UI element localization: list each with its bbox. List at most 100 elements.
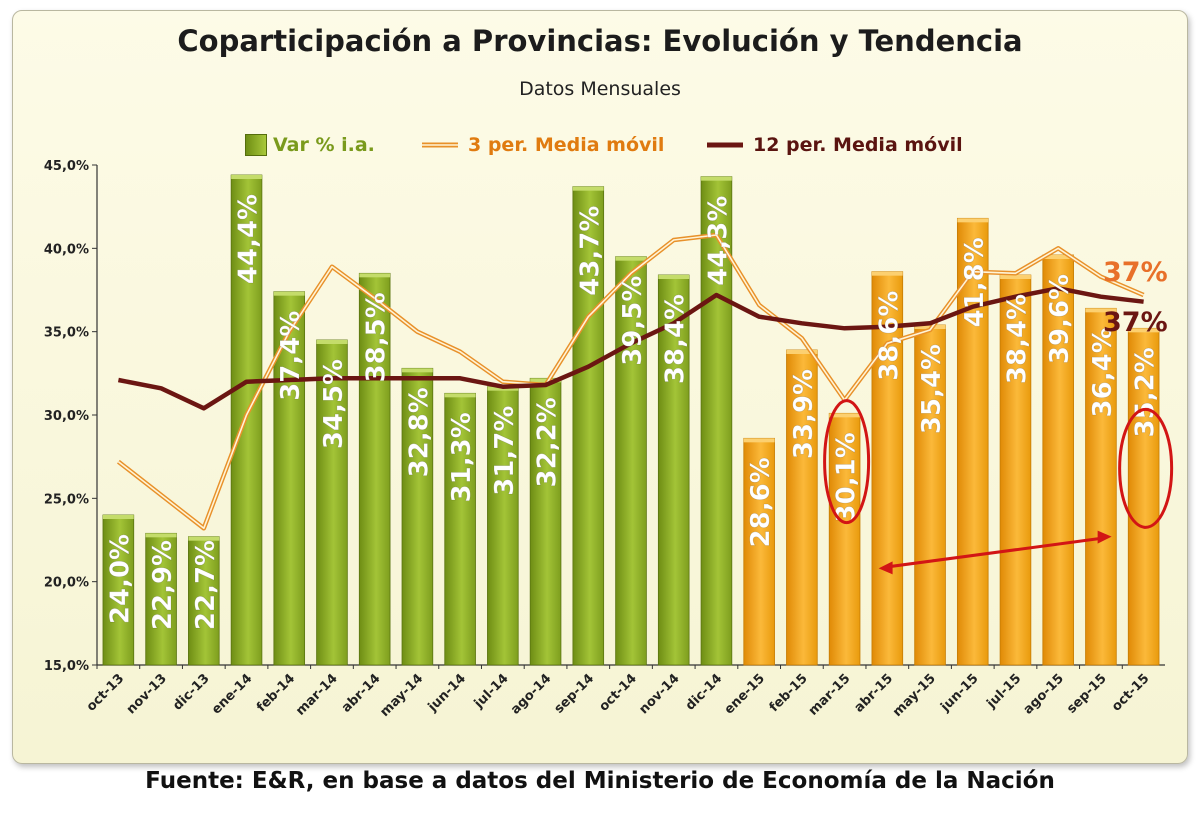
- x-tick-label: oct-13: [84, 671, 127, 714]
- bar-value-label: 32,2%: [533, 397, 563, 487]
- bar: [1085, 307, 1117, 666]
- bar-value-label: 22,7%: [191, 540, 221, 630]
- x-tick-label: jul-14: [471, 671, 512, 712]
- bar: [700, 176, 733, 666]
- x-tick-label: oct-14: [596, 671, 639, 714]
- legend-label-bars: Var % i.a.: [273, 134, 375, 156]
- x-tick-label: jul-15: [984, 671, 1025, 712]
- x-tick-label: dic-13: [170, 671, 212, 713]
- bar-value-label: 35,4%: [917, 344, 947, 434]
- legend-swatch-12per: [707, 142, 743, 148]
- legend-label-12per: 12 per. Media móvil: [753, 134, 963, 156]
- bar-cap: [102, 515, 134, 519]
- bar-cap: [402, 368, 433, 373]
- x-tick-label: may-14: [378, 671, 427, 720]
- bar-cap: [871, 271, 903, 276]
- x-tick-label: jun-15: [937, 671, 981, 715]
- legend-swatch-3per: [422, 142, 458, 148]
- bar-value-label: 37,4%: [276, 311, 306, 401]
- bar-cap: [273, 291, 305, 296]
- bar: [871, 271, 904, 666]
- series-line-3per-inner: [117, 234, 1144, 530]
- bar-cap: [829, 413, 860, 418]
- bar-value-label: 24,0%: [105, 534, 135, 624]
- chart-title: Coparticipación a Provincias: Evolución …: [177, 24, 1023, 58]
- bar-value-label: 38,4%: [661, 294, 691, 384]
- bar: [914, 324, 946, 666]
- bar-cap: [786, 350, 818, 354]
- bar: [145, 532, 177, 666]
- bar-cap: [615, 256, 647, 261]
- bar: [102, 514, 135, 666]
- bar-value-label: 38,6%: [874, 291, 904, 381]
- y-tick-label: 35,0%: [44, 326, 89, 341]
- x-tick-label: may-15: [890, 671, 939, 720]
- series-line-12per: [117, 286, 1144, 411]
- x-tick-label: sep-14: [552, 671, 598, 717]
- y-tick-label: 20,0%: [44, 576, 89, 591]
- bar-cap: [1000, 275, 1031, 279]
- bar: [743, 437, 775, 666]
- annotation-arrow-head-left: [878, 561, 893, 575]
- y-tick-label: 15,0%: [44, 659, 89, 674]
- chart-subtitle: Datos Mensuales: [519, 78, 681, 100]
- y-tick-label: 45,0%: [44, 159, 89, 174]
- bar-cap: [1085, 308, 1117, 313]
- bar-cap: [188, 536, 220, 541]
- y-tick-label: 30,0%: [44, 409, 89, 424]
- bar-cap: [658, 275, 690, 279]
- bar: [487, 386, 519, 666]
- bar-value-label: 31,7%: [490, 406, 520, 496]
- annotation-circle-mar15: [823, 399, 871, 525]
- legend-item-bars: Var % i.a.: [245, 128, 375, 162]
- bar-value-label: 39,6%: [1045, 274, 1075, 364]
- bar: [358, 272, 391, 666]
- bar-value-label: 41,8%: [960, 237, 990, 327]
- x-tick-label: oct-15: [1109, 671, 1152, 714]
- end-label-12per: 37%: [1103, 307, 1168, 338]
- x-tick-label: nov-13: [124, 671, 170, 717]
- bar: [572, 186, 605, 666]
- x-tick-label: sep-15: [1064, 671, 1110, 717]
- bar: [1042, 254, 1074, 666]
- bar: [188, 536, 220, 666]
- bar-cap: [743, 438, 775, 443]
- bar-cap: [1042, 255, 1074, 259]
- annotation-arrow-shaft: [888, 536, 1102, 569]
- bar-value-label: 31,3%: [447, 412, 477, 502]
- legend-item-3per: 3 per. Media móvil: [420, 128, 664, 162]
- bar-cap: [1128, 328, 1160, 333]
- x-tick-label: mar-14: [293, 671, 341, 719]
- bar: [316, 339, 348, 666]
- bar-value-label: 33,9%: [789, 369, 819, 459]
- annotation-arrow-head-right: [1097, 530, 1112, 544]
- y-tick-label: 40,0%: [44, 242, 89, 257]
- bar-value-label: 32,8%: [404, 387, 434, 477]
- x-tick-label: ago-15: [1021, 671, 1067, 717]
- bar-cap: [701, 176, 732, 181]
- x-tick-label: feb-14: [254, 671, 298, 715]
- legend: Var % i.a. 3 per. Media móvil 12 per. Me…: [0, 128, 1200, 162]
- bar: [999, 274, 1032, 666]
- bar-cap: [530, 378, 561, 383]
- bar: [956, 217, 989, 666]
- bar-cap: [316, 340, 348, 344]
- bar: [828, 412, 861, 666]
- bar-value-label: 44,4%: [234, 194, 264, 284]
- bar-value-label: 36,4%: [1088, 327, 1118, 417]
- bar-value-label: 34,5%: [319, 359, 349, 449]
- bar-cap: [957, 218, 989, 223]
- bar-value-label: 38,5%: [362, 292, 392, 382]
- bar-cap: [145, 533, 177, 538]
- x-tick-label: nov-14: [636, 671, 682, 717]
- bar-value-label: 38,4%: [1002, 294, 1032, 384]
- source-note: Fuente: E&R, en base a datos del Ministe…: [145, 768, 1055, 794]
- legend-swatch-bars: [245, 134, 267, 156]
- bar: [657, 274, 690, 666]
- x-tick-label: ago-14: [508, 671, 554, 717]
- y-tick-label: 25,0%: [44, 492, 89, 507]
- bar: [444, 392, 476, 666]
- bar-value-label: 39,5%: [618, 276, 648, 366]
- annotation-circle-oct15: [1118, 407, 1174, 529]
